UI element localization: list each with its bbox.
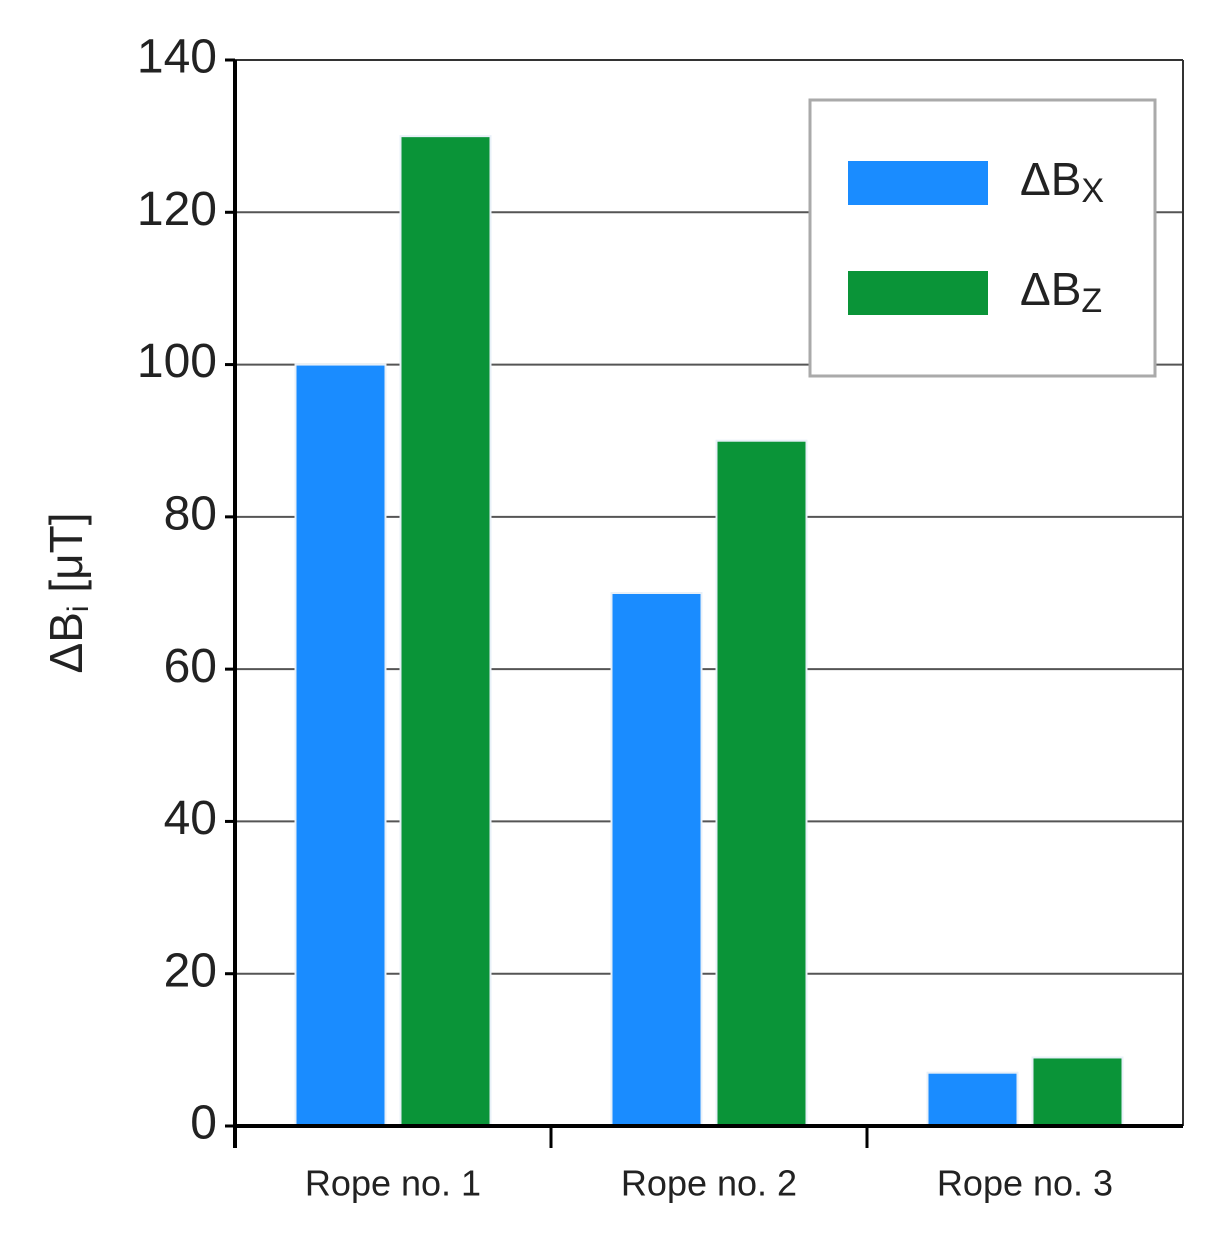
bar [715,439,808,1127]
bar [926,1071,1019,1127]
bar [294,363,387,1128]
y-tick-label: 60 [164,640,217,693]
x-tick-label: Rope no. 1 [305,1163,481,1204]
legend-swatch [848,161,988,205]
y-tick-label: 140 [137,31,217,84]
y-tick-label: 120 [137,183,217,236]
bar [399,135,492,1127]
y-tick-label: 100 [137,335,217,388]
legend-label: ΔBZ [1020,263,1102,320]
bar [610,592,703,1127]
legend-label: ΔBX [1020,153,1104,210]
y-tick-label: 80 [164,488,217,541]
x-tick-label: Rope no. 3 [937,1163,1113,1204]
y-tick-label: 40 [164,792,217,845]
legend-box [808,98,1157,378]
bar [1031,1056,1124,1128]
legend-swatch [848,271,988,315]
y-tick-label: 0 [190,1097,217,1150]
y-axis-label: ΔBi [μT] [40,512,95,673]
y-tick-label: 20 [164,944,217,997]
x-tick-label: Rope no. 2 [621,1163,797,1204]
